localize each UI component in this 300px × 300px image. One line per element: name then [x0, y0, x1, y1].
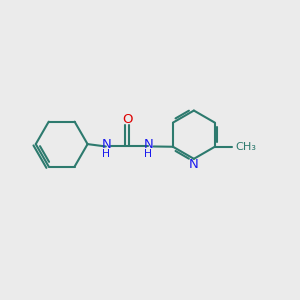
Text: N: N: [101, 138, 111, 151]
Text: H: H: [144, 149, 152, 159]
Text: H: H: [102, 149, 110, 159]
Text: O: O: [122, 113, 132, 126]
Text: N: N: [143, 138, 153, 151]
Text: N: N: [189, 158, 199, 171]
Text: CH₃: CH₃: [236, 142, 256, 152]
